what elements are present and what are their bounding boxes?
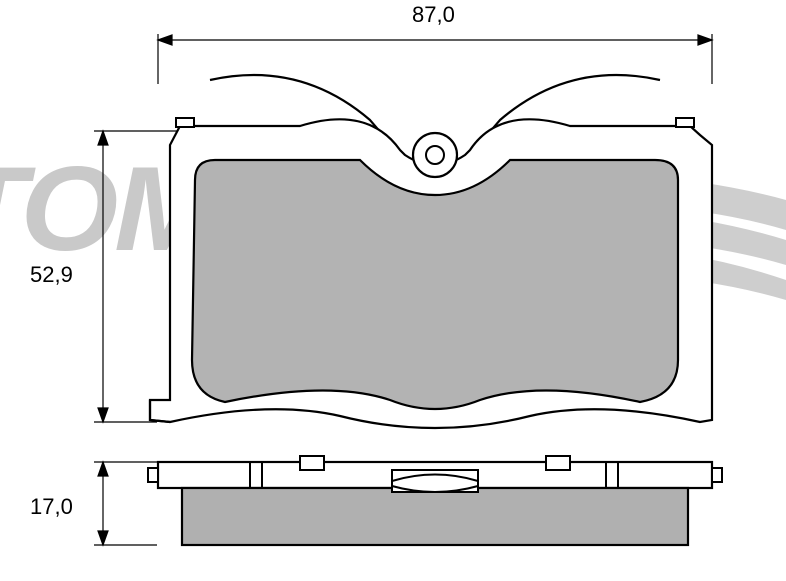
side-view (148, 456, 722, 545)
face-view (150, 75, 712, 428)
dim-thickness-label: 17,0 (30, 494, 73, 520)
drawing-canvas (0, 0, 786, 581)
dim-height-label: 52,9 (30, 262, 73, 288)
dim-width-label: 87,0 (412, 2, 455, 28)
